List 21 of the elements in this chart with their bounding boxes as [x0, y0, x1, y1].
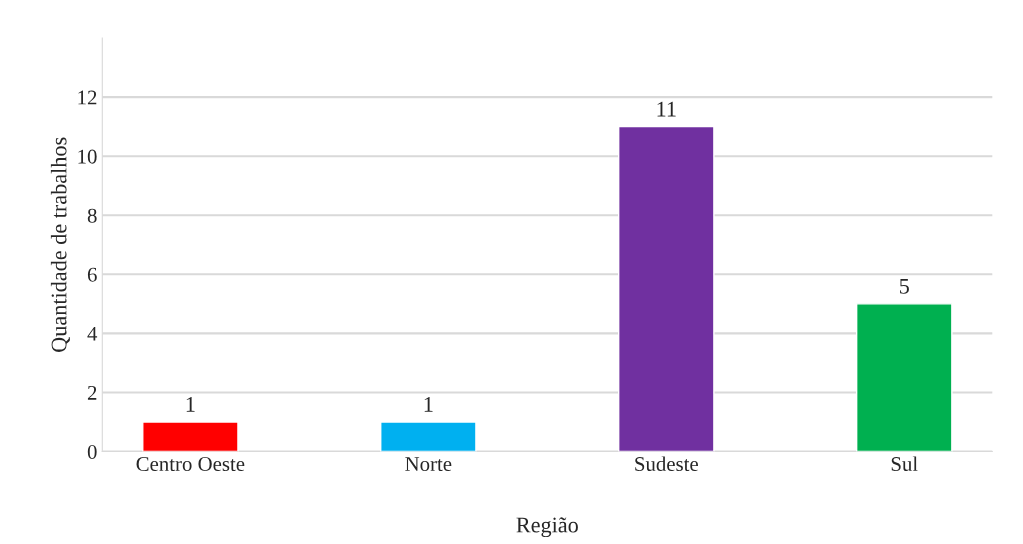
y-axis-title: Quantidade de trabalhos — [50, 137, 70, 352]
y-tick-label: 4 — [87, 326, 98, 341]
bar — [618, 125, 715, 452]
x-tick-label: Sul — [891, 456, 918, 472]
y-tick-label: 10 — [78, 149, 97, 164]
data-label: 1 — [424, 397, 433, 412]
x-tick-label: Sudeste — [635, 456, 698, 472]
y-tick-label: 2 — [87, 385, 97, 400]
data-label: 1 — [186, 397, 195, 412]
y-tick-label: 0 — [87, 444, 97, 459]
x-axis-title: Região — [516, 517, 578, 538]
data-label: 5 — [900, 279, 909, 294]
y-tick-label: 12 — [78, 90, 97, 105]
x-tick-label: Norte — [405, 457, 452, 472]
bar — [380, 421, 477, 452]
data-label: 11 — [657, 101, 676, 117]
y-tick-label: 6 — [87, 267, 97, 282]
y-tick-label: 8 — [87, 208, 97, 223]
bar — [855, 303, 953, 452]
x-tick-label: Centro Oeste — [136, 457, 245, 472]
bar — [142, 421, 239, 452]
